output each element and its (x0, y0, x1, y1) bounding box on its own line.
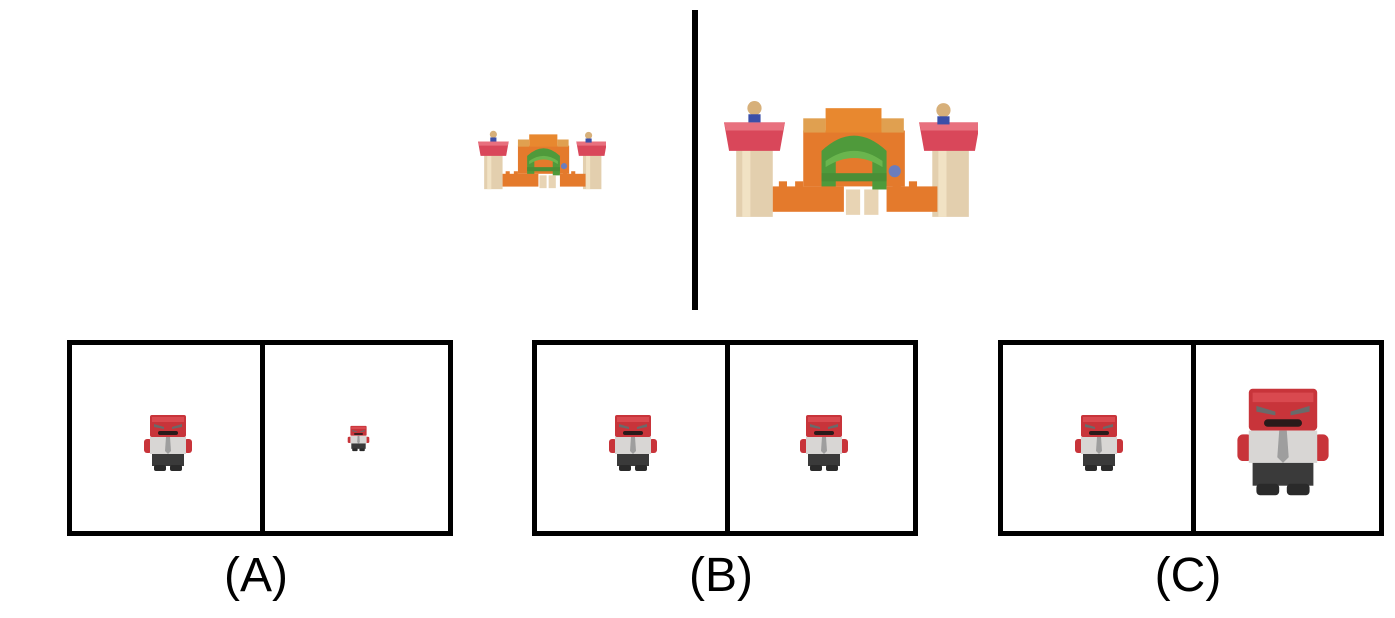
anger-figure-left (138, 413, 198, 473)
option-b-right-cell (730, 345, 913, 531)
anger-figure-same (794, 413, 854, 473)
option-c-panel[interactable] (998, 340, 1384, 536)
option-c-divider (1191, 345, 1196, 531)
reference-right-castle (724, 100, 978, 222)
option-b-panel[interactable] (532, 340, 918, 536)
reference-left-castle (478, 130, 606, 192)
option-b-divider (725, 345, 730, 531)
option-c-left-cell (1003, 345, 1191, 531)
anger-figure-larger (1226, 385, 1340, 499)
option-a-label: (A) (224, 549, 288, 602)
option-a-left-cell (72, 345, 260, 531)
option-b-left-cell (537, 345, 725, 531)
option-c-right-cell (1196, 345, 1379, 531)
anger-figure-left (603, 413, 663, 473)
option-a-divider (260, 345, 265, 531)
option-a-right-cell (265, 345, 448, 531)
option-a-panel[interactable] (67, 340, 453, 536)
anger-figure-smaller (345, 425, 372, 452)
anger-figure-left (1069, 413, 1129, 473)
option-b-label: (B) (689, 549, 753, 602)
option-c-label: (C) (1154, 549, 1222, 602)
reference-divider (692, 10, 698, 310)
